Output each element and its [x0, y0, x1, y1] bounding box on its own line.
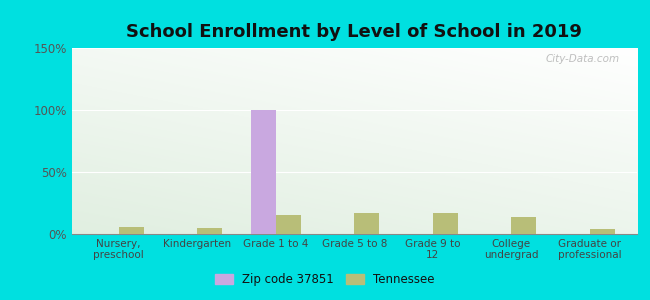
Bar [251, 110, 276, 234]
Bar [118, 226, 144, 234]
Bar [354, 213, 380, 234]
Text: City-Data.com: City-Data.com [546, 54, 620, 64]
Title: School Enrollment by Level of School in 2019: School Enrollment by Level of School in … [126, 23, 582, 41]
Bar [590, 229, 615, 234]
Bar [197, 228, 222, 234]
Legend: Zip code 37851, Tennessee: Zip code 37851, Tennessee [211, 269, 439, 291]
Bar [433, 213, 458, 234]
Bar [276, 215, 301, 234]
Bar [512, 217, 536, 234]
